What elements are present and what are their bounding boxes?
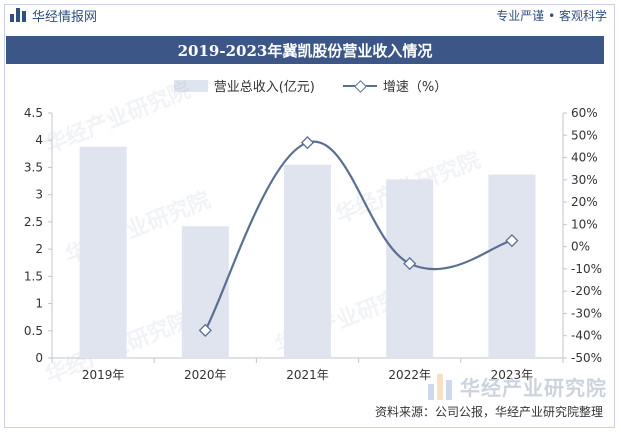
chart-title: 2019-2023年冀凯股份营业收入情况 <box>6 36 604 64</box>
y-right-tick-label: -40% <box>571 329 602 343</box>
legend-item-revenue: 营业总收入(亿元) <box>173 76 315 95</box>
bar <box>488 174 536 358</box>
bar <box>283 164 332 358</box>
y-right-tick-label: 10% <box>571 217 598 231</box>
growth-series-line <box>204 140 513 331</box>
y-right-tick-label: 0% <box>571 240 590 254</box>
growth-point-marker <box>198 323 212 337</box>
y-left-tick-label: 3.5 <box>24 160 43 174</box>
x-tick-label: 2023年 <box>491 368 534 382</box>
x-tick-label: 2021年 <box>286 368 329 382</box>
source-note: 资料来源：公司公报，华经产业研究院整理 <box>374 405 603 419</box>
x-tick-label: 2020年 <box>184 368 227 382</box>
tagline: 专业严谨 • 客观科学 <box>496 8 607 23</box>
y-left-tick-label: 1.5 <box>24 269 43 283</box>
x-tick-label: 2022年 <box>388 368 431 382</box>
legend-bar-swatch-icon <box>173 79 208 92</box>
brand: 华经情报网 <box>10 6 97 25</box>
legend-label-growth: 增速（%） <box>382 80 448 95</box>
growth-point-marker <box>505 234 519 248</box>
y-right-tick-label: 20% <box>571 195 598 209</box>
growth-point-marker <box>403 256 417 271</box>
legend-line-diamond-icon <box>342 80 377 92</box>
y-left-tick-label: 2 <box>35 242 43 256</box>
y-right-tick-label: -20% <box>571 284 602 298</box>
y-left-tick-label: 3 <box>35 188 43 202</box>
y-left-tick-label: 0.5 <box>24 324 43 338</box>
legend: 营业总收入(亿元) 增速（%） <box>0 76 621 95</box>
y-right-tick-label: 40% <box>571 151 598 165</box>
y-left-tick-label: 1 <box>35 297 43 311</box>
y-right-tick-label: -50% <box>571 351 602 365</box>
growth-point-marker <box>300 136 315 150</box>
x-tick-label: 2019年 <box>82 368 125 382</box>
y-right-tick-label: -10% <box>571 262 602 276</box>
bar <box>79 146 127 358</box>
chart-frame <box>4 4 615 428</box>
y-left-tick-label: 4.5 <box>24 106 43 120</box>
y-right-tick-label: 30% <box>571 173 598 187</box>
header-bar: 华经情报网 专业严谨 • 客观科学 <box>0 0 621 30</box>
watermark-logo: 华经产业研究院 <box>428 372 607 401</box>
y-right-tick-label: 60% <box>571 106 598 120</box>
y-left-tick-label: 0 <box>35 351 43 365</box>
legend-item-growth: 增速（%） <box>342 76 448 95</box>
y-left-tick-label: 2.5 <box>24 215 43 229</box>
legend-label-revenue: 营业总收入(亿元) <box>213 80 315 95</box>
watermark-logo-icon <box>428 373 452 400</box>
y-right-tick-label: 50% <box>571 128 598 142</box>
logo-bars-icon <box>10 8 26 22</box>
y-right-tick-label: -30% <box>571 306 602 320</box>
y-left-tick-label: 4 <box>35 133 43 147</box>
watermark-logo-text: 华经产业研究院 <box>460 376 607 400</box>
brand-name: 华经情报网 <box>32 9 98 25</box>
